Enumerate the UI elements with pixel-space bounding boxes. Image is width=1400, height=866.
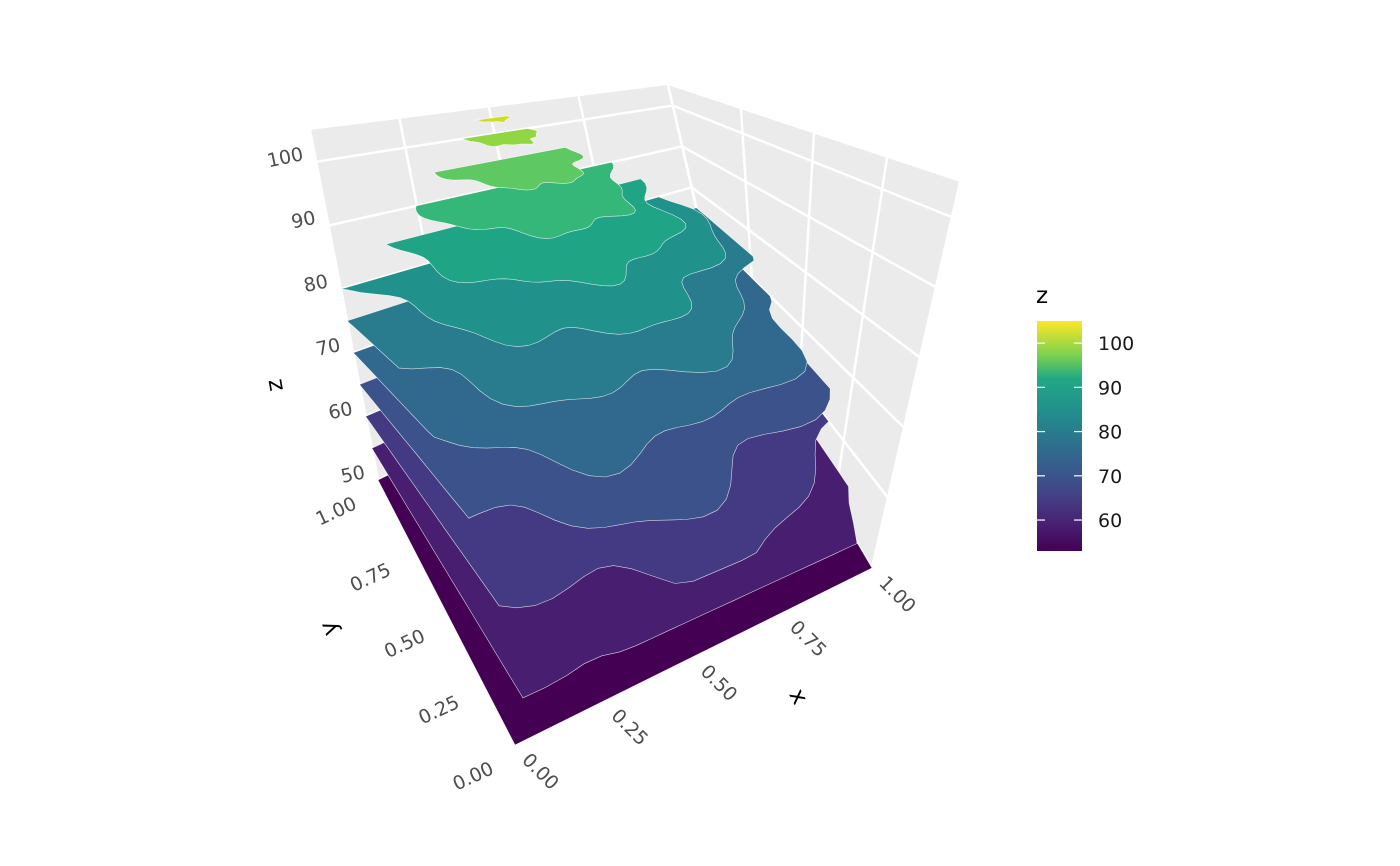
z-tick-label: 80 bbox=[302, 270, 330, 297]
contour-surface bbox=[341, 115, 873, 746]
x-axis-title: x bbox=[784, 685, 813, 709]
legend-title: z bbox=[1036, 283, 1048, 309]
x-tick-label: 0.25 bbox=[607, 705, 652, 750]
z-tick-label: 100 bbox=[265, 143, 305, 172]
x-tick-label: 0.50 bbox=[696, 660, 741, 705]
legend-tick-label: 80 bbox=[1098, 422, 1122, 444]
contour-band-100 bbox=[456, 128, 538, 147]
y-tick-label: 0.25 bbox=[415, 691, 463, 729]
gridline bbox=[316, 104, 953, 219]
y-axis-title: y bbox=[315, 618, 344, 640]
legend-tick-label: 90 bbox=[1098, 377, 1122, 399]
z-tick-label: 50 bbox=[339, 461, 367, 488]
legend-colorbar bbox=[1037, 321, 1082, 551]
x-tick-label: 1.00 bbox=[874, 572, 919, 617]
legend-tick-label: 70 bbox=[1098, 466, 1122, 488]
z-tick-label: 70 bbox=[314, 334, 342, 361]
z-axis-title: z bbox=[261, 377, 289, 393]
legend-tick-label: 60 bbox=[1098, 510, 1122, 532]
gridline bbox=[832, 157, 889, 504]
contour-band-103 bbox=[474, 115, 512, 123]
x-tick-label: 0.00 bbox=[517, 749, 562, 794]
y-tick-label: 0.00 bbox=[449, 758, 497, 796]
x-tick-label: 0.75 bbox=[785, 616, 830, 661]
contour-band-95 bbox=[434, 146, 584, 191]
y-tick-label: 0.50 bbox=[381, 625, 429, 663]
gridline bbox=[870, 181, 962, 569]
contour-band-90 bbox=[415, 161, 636, 239]
legend: z 100 90 80 70 60 bbox=[1036, 283, 1134, 551]
y-tick-label: 0.75 bbox=[347, 559, 395, 597]
y-tick-label: 1.00 bbox=[312, 493, 360, 531]
legend-tick-label: 100 bbox=[1098, 333, 1134, 355]
z-tick-label: 60 bbox=[326, 398, 354, 425]
gridline bbox=[308, 129, 380, 481]
z-tick-label: 90 bbox=[289, 207, 317, 234]
back-wall-right bbox=[668, 85, 960, 568]
